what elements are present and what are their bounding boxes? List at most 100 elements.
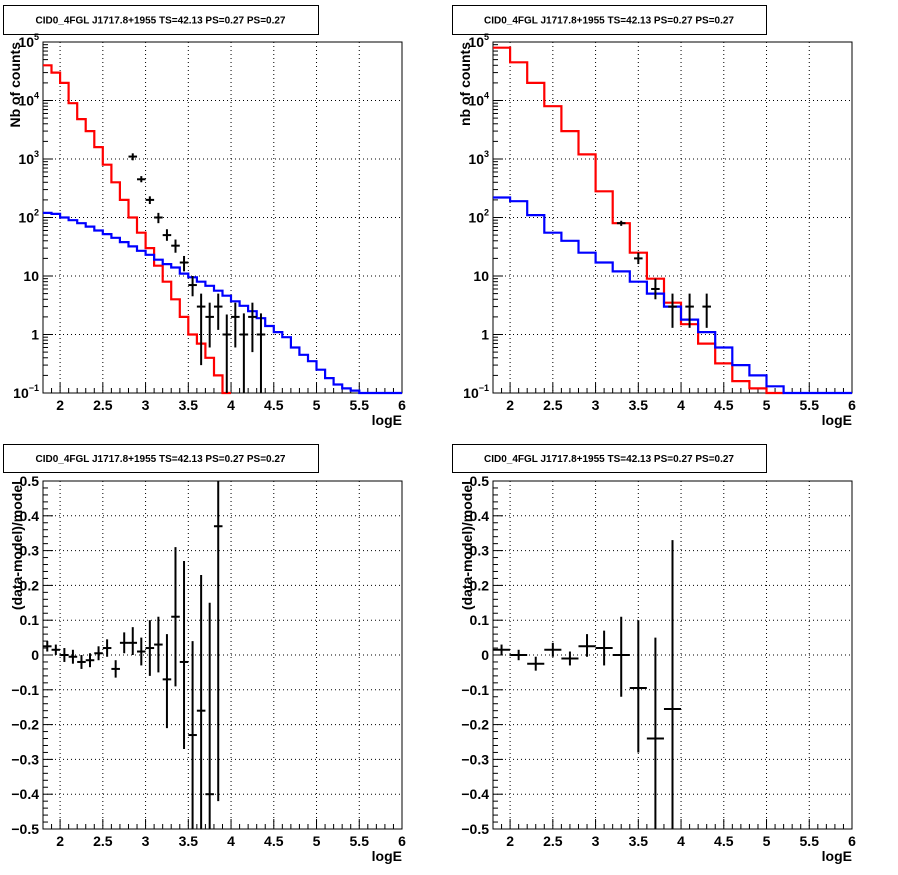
x-tick-label: 4.5 xyxy=(264,833,284,849)
x-tick-label: 5.5 xyxy=(350,833,370,849)
y-tick-label: 1 xyxy=(481,327,489,343)
x-axis-label: logE xyxy=(822,848,852,864)
data-point xyxy=(188,641,197,829)
data-point xyxy=(60,648,69,662)
data-point xyxy=(239,313,249,393)
series-1-step-line xyxy=(493,46,784,395)
x-axis-label: logE xyxy=(372,848,402,864)
x-tick-label: 6 xyxy=(398,833,406,849)
data-point xyxy=(213,481,223,802)
data-point xyxy=(171,239,180,253)
x-tick-label: 2 xyxy=(506,833,514,849)
plot-frame xyxy=(42,480,403,830)
x-tick-label: 3 xyxy=(592,833,600,849)
y-tick-label: 0.1 xyxy=(20,612,40,628)
data-point xyxy=(256,313,266,393)
y-tick-label: 0 xyxy=(481,647,489,663)
x-tick-label: 2.5 xyxy=(93,833,113,849)
chart-title: CID0_4FGL J1717.8+1955 TS=42.13 PS=0.27 … xyxy=(484,454,734,465)
data-point xyxy=(137,637,146,666)
data-point xyxy=(85,653,95,668)
y-tick-label: 0.3 xyxy=(20,543,40,559)
y-tick-label: 0.2 xyxy=(470,577,490,593)
data-point xyxy=(145,196,155,205)
y-tick-label: 104 xyxy=(468,91,489,109)
data-point xyxy=(179,255,189,272)
data-point xyxy=(222,314,232,393)
x-tick-label: 3 xyxy=(592,397,600,413)
y-tick-label: 10−1 xyxy=(463,383,489,401)
y-tick-label: 10−1 xyxy=(13,383,39,401)
data-point xyxy=(578,634,596,657)
y-tick-label: 0.2 xyxy=(20,577,40,593)
chart-title-box xyxy=(452,444,767,473)
x-tick-label: 2.5 xyxy=(93,397,113,413)
chart-title-box xyxy=(3,444,319,473)
data-point xyxy=(77,655,86,669)
x-tick-label: 2 xyxy=(506,397,514,413)
x-tick-label: 4.5 xyxy=(714,397,734,413)
chart-title: CID0_4FGL J1717.8+1955 TS=42.13 PS=0.27 … xyxy=(36,454,286,465)
x-tick-label: 4 xyxy=(677,833,685,849)
y-tick-label: 0.5 xyxy=(470,473,490,489)
data-point xyxy=(213,293,223,330)
data-point xyxy=(616,220,626,226)
y-tick-label: 105 xyxy=(18,32,39,50)
y-axis-label: (data-model)/model xyxy=(9,481,25,610)
y-tick-label: −0.1 xyxy=(11,682,39,698)
data-point xyxy=(702,293,711,328)
chart-title: CID0_4FGL J1717.8+1955 TS=42.13 PS=0.27 … xyxy=(36,16,286,27)
data-point xyxy=(128,627,138,655)
series-1-step-line xyxy=(43,64,231,395)
y-tick-label: 102 xyxy=(18,208,39,226)
data-point xyxy=(493,644,511,655)
x-axis-label: logE xyxy=(372,412,402,428)
chart-panel-3: CID0_4FGL J1717.8+1955 TS=42.13 PS=0.27 … xyxy=(3,444,406,864)
x-tick-label: 3.5 xyxy=(179,397,199,413)
data-point xyxy=(137,176,146,183)
x-tick-label: 2.5 xyxy=(543,397,563,413)
y-tick-label: 0.1 xyxy=(470,612,490,628)
data-point xyxy=(196,293,206,366)
x-tick-label: 5 xyxy=(763,397,771,413)
y-tick-label: −0.3 xyxy=(11,751,39,767)
data-point xyxy=(51,644,61,655)
y-tick-label: 0.4 xyxy=(20,508,40,524)
series-2-step-line xyxy=(493,196,852,395)
data-point xyxy=(154,212,163,224)
y-tick-label: 0 xyxy=(31,647,39,663)
x-tick-label: 6 xyxy=(848,397,856,413)
x-axis-label: logE xyxy=(822,412,852,428)
y-tick-label: 1 xyxy=(31,327,39,343)
y-tick-label: 0.5 xyxy=(20,473,40,489)
data-point xyxy=(248,302,257,353)
data-point xyxy=(561,651,579,666)
plot-frame xyxy=(42,41,403,394)
data-point xyxy=(612,616,630,697)
data-point xyxy=(128,153,138,161)
y-tick-label: 104 xyxy=(18,91,39,109)
data-point xyxy=(196,574,206,829)
y-tick-label: 0.3 xyxy=(470,543,490,559)
y-axis-label: Nb of counts xyxy=(7,42,23,128)
y-tick-label: −0.1 xyxy=(461,682,489,698)
data-point xyxy=(154,616,163,673)
chart-title-box xyxy=(452,5,767,35)
data-point xyxy=(162,229,172,241)
data-point xyxy=(179,561,189,749)
y-tick-label: −0.4 xyxy=(461,786,489,802)
data-point xyxy=(119,632,129,654)
x-tick-label: 5 xyxy=(313,397,321,413)
data-point xyxy=(668,293,677,328)
data-point xyxy=(205,602,214,829)
data-point xyxy=(231,302,240,348)
x-tick-label: 2.5 xyxy=(543,833,563,849)
x-tick-label: 5.5 xyxy=(350,397,370,413)
x-tick-label: 2 xyxy=(56,833,64,849)
x-tick-label: 3.5 xyxy=(629,833,649,849)
y-axis-label: nb of counts xyxy=(457,42,473,126)
x-tick-label: 3.5 xyxy=(179,833,199,849)
x-tick-label: 6 xyxy=(398,397,406,413)
data-point xyxy=(595,630,613,666)
